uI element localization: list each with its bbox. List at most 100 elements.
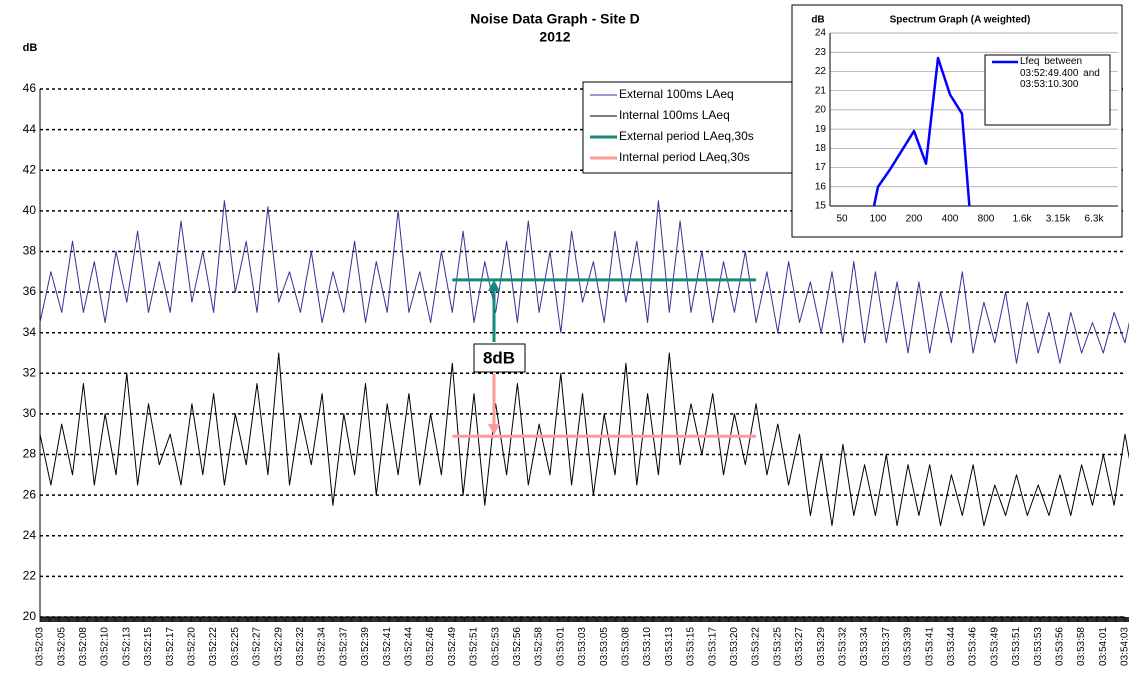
- data-line: [39, 200, 1129, 364]
- x-tick-label: 03:53:41: [924, 627, 935, 666]
- y-tick-label: 22: [23, 569, 37, 583]
- legend-label: Lfeq between 03:52:49.400 and 03:53:10.3…: [1020, 56, 1100, 90]
- x-tick-label: 03:53:56: [1055, 627, 1066, 666]
- x-tick-label: 03:53:15: [686, 627, 697, 666]
- y-tick-label: 40: [23, 203, 37, 217]
- x-tick-label: 03:53:05: [599, 627, 610, 666]
- inset-title: Spectrum Graph (A weighted): [890, 15, 1031, 26]
- legend-label: External period LAeq,30s: [619, 129, 754, 143]
- x-tick-label: 3.15k: [1046, 214, 1071, 225]
- x-tick-label: 03:52:15: [143, 627, 154, 666]
- x-tick-label: 03:52:05: [56, 627, 67, 666]
- annotation-box: [473, 343, 526, 373]
- x-tick-label: 03:54:03: [1120, 627, 1129, 666]
- x-tick-label: 03:52:34: [317, 627, 328, 666]
- chart-title: Noise Data Graph - Site D: [470, 11, 640, 27]
- x-tick-label: 03:52:17: [165, 627, 176, 666]
- arrowhead: [488, 280, 500, 291]
- x-tick-label: 03:53:08: [621, 627, 632, 666]
- x-tick-label: 03:53:10: [642, 627, 653, 666]
- x-tick-label: 03:52:25: [230, 627, 241, 666]
- arrowhead: [488, 424, 500, 435]
- x-tick-label: 03:53:44: [946, 627, 957, 666]
- x-tick-label: 03:52:22: [208, 627, 219, 666]
- data-line: [39, 352, 1129, 527]
- x-tick-label: 03:53:51: [1011, 627, 1022, 666]
- x-tick-label: 100: [870, 214, 887, 225]
- x-tick-label: 03:53:53: [1033, 627, 1044, 666]
- y-tick-label: 20: [23, 609, 37, 623]
- x-tick-label: 03:53:13: [664, 627, 675, 666]
- x-tick-label: 03:52:32: [295, 627, 306, 666]
- x-tick-label: 03:52:13: [121, 627, 132, 666]
- y-tick-label: 38: [23, 244, 37, 258]
- x-tick-label: 03:52:39: [360, 627, 371, 666]
- legend-text-box: Lfeq between 03:52:49.400 and 03:53:10.3…: [1020, 56, 1100, 90]
- x-tick-label: 03:53:27: [794, 627, 805, 666]
- x-tick-label: 03:53:03: [577, 627, 588, 666]
- x-tick-label: 03:53:01: [555, 627, 566, 666]
- x-tick-label: 03:53:32: [838, 627, 849, 666]
- y-tick-label: 24: [23, 528, 37, 542]
- x-tick-label: 03:52:46: [425, 627, 436, 666]
- legend-label: Internal period LAeq,30s: [619, 150, 750, 164]
- x-tick-label: 03:53:29: [816, 627, 827, 666]
- x-tick-label: 03:53:25: [772, 627, 783, 666]
- x-tick-label: 03:52:56: [512, 627, 523, 666]
- y-tick-label: 44: [23, 122, 37, 136]
- inset-y-label: dB: [811, 15, 824, 26]
- x-tick-label: 800: [978, 214, 995, 225]
- chart-subtitle: 2012: [539, 29, 570, 45]
- x-tick-label: 03:53:39: [903, 627, 914, 666]
- x-tick-label: 03:52:10: [100, 627, 111, 666]
- y-tick-label: 17: [815, 162, 827, 173]
- x-tick-label: 03:54:01: [1098, 627, 1109, 666]
- x-tick-label: 03:52:27: [252, 627, 263, 666]
- y-tick-label: 26: [23, 487, 37, 501]
- y-tick-label: 34: [23, 325, 37, 339]
- x-tick-label: 03:52:58: [534, 627, 545, 666]
- x-tick-label: 03:52:37: [338, 627, 349, 666]
- x-tick-label: 6.3k: [1085, 214, 1105, 225]
- data-line: [872, 56, 971, 206]
- inset-chart: Spectrum Graph (A weighted) dB 15 16 17 18 1…: [791, 4, 1123, 238]
- y-tick-label: 22: [815, 66, 827, 77]
- y-tick-label: 15: [815, 201, 827, 212]
- x-tick-label: 03:53:58: [1076, 627, 1087, 666]
- x-tick-label: 03:52:20: [187, 627, 198, 666]
- y-tick-label: 19: [815, 124, 827, 135]
- y-tick-label: 21: [815, 85, 827, 96]
- x-tick-label: 03:53:22: [751, 627, 762, 666]
- x-tick-label: 03:52:44: [404, 627, 415, 666]
- legend: External 100ms LAeq Internal 100ms LAeq Ex…: [582, 81, 814, 174]
- y-tick-label: 42: [23, 162, 37, 176]
- legend-box: [582, 81, 814, 174]
- x-tick-label: 03:53:34: [859, 627, 870, 666]
- annotation-group: 8dB: [473, 280, 526, 435]
- y-tick-label: 32: [23, 365, 37, 379]
- x-tick-label: 200: [906, 214, 923, 225]
- x-tick-label: 50: [836, 214, 848, 225]
- y-tick-label: 36: [23, 284, 37, 298]
- y-axis-label: dB: [23, 42, 38, 54]
- x-tick-label: 03:53:20: [729, 627, 740, 666]
- x-tick-label: 03:53:46: [968, 627, 979, 666]
- x-tick-label: 03:52:51: [469, 627, 480, 666]
- y-tick-label: 24: [815, 28, 827, 39]
- x-tick-label: 1.6k: [1013, 214, 1033, 225]
- y-tick-label: 20: [815, 105, 827, 116]
- x-tick-label: 03:53:17: [707, 627, 718, 666]
- legend-label: External 100ms LAeq: [619, 87, 734, 101]
- x-tick-label: 03:52:29: [273, 627, 284, 666]
- x-tick-label: 03:53:49: [989, 627, 1000, 666]
- x-tick-label: 03:52:08: [78, 627, 89, 666]
- x-tick-label: 03:52:49: [447, 627, 458, 666]
- y-tick-label: 23: [815, 47, 827, 58]
- y-tick-label: 28: [23, 447, 37, 461]
- y-tick-label: 46: [23, 81, 37, 95]
- x-tick-label: 03:52:03: [35, 627, 46, 666]
- x-tick-label: 03:53:37: [881, 627, 892, 666]
- y-tick-label: 16: [815, 181, 827, 192]
- annotation: 8dB: [483, 348, 515, 367]
